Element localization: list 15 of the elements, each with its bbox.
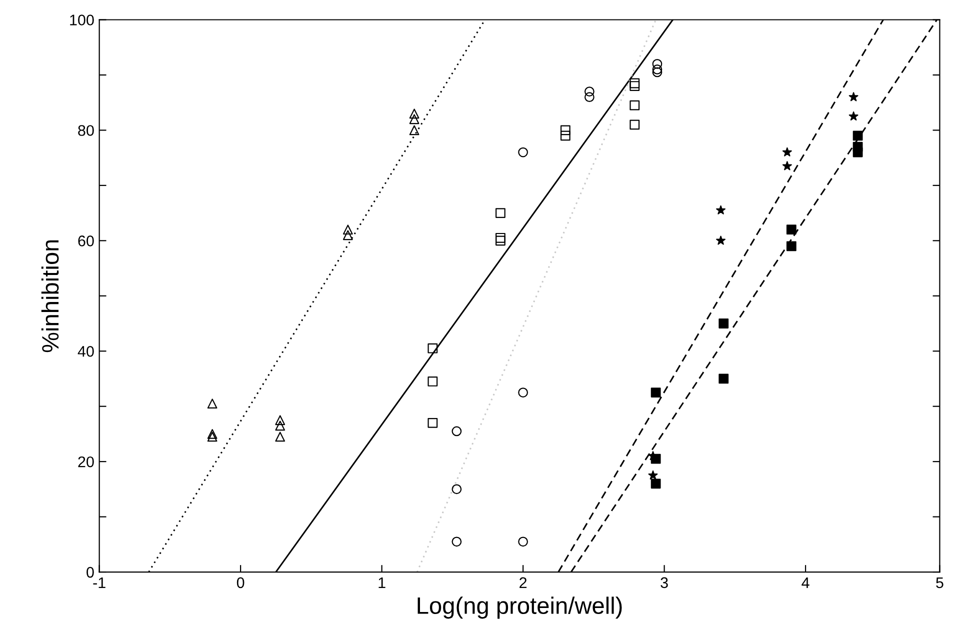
x-tick-label: 2 bbox=[520, 577, 527, 588]
y-tick-label: 80 bbox=[78, 125, 94, 136]
y-axis-title: %inhibition bbox=[41, 240, 59, 352]
x-axis-title: Log(ng protein/well) bbox=[418, 596, 622, 619]
x-tick-label: 4 bbox=[802, 577, 810, 588]
y-tick-label: 20 bbox=[78, 456, 94, 468]
y-tick-label: 0 bbox=[86, 566, 94, 578]
y-tick-label: 60 bbox=[78, 236, 94, 246]
y-tick-label: 100 bbox=[70, 14, 94, 26]
x-tick-label: 0 bbox=[236, 577, 244, 588]
x-tick-label: 1 bbox=[378, 577, 386, 588]
x-tick-label: 3 bbox=[660, 577, 668, 588]
y-tick-label: 40 bbox=[78, 346, 94, 357]
x-tick-label: -1 bbox=[93, 577, 106, 588]
x-tick-label: 5 bbox=[936, 577, 944, 588]
